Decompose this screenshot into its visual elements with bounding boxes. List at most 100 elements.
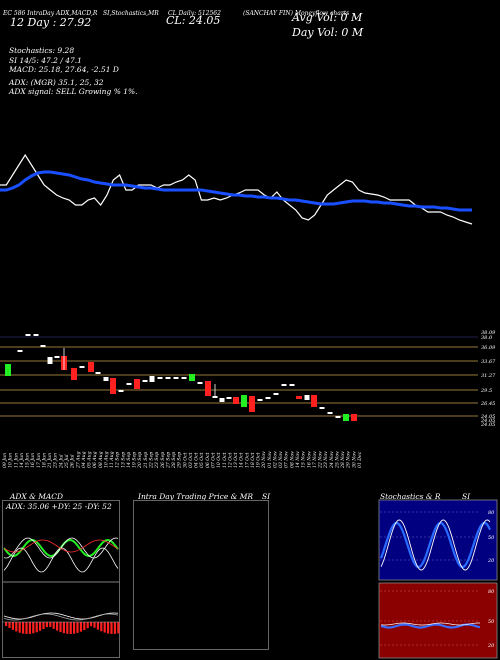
date-tick-label: 18 Oct bbox=[250, 452, 256, 468]
candle bbox=[197, 382, 203, 384]
date-tick-label: 28 Nov bbox=[340, 451, 346, 469]
macd-line bbox=[3, 612, 119, 620]
macd-bar bbox=[83, 622, 86, 631]
price-tick-label: 24.05 bbox=[480, 414, 495, 420]
date-tick-label: 12 Oct bbox=[227, 452, 233, 468]
candle bbox=[79, 366, 85, 368]
candle bbox=[5, 364, 11, 376]
macd-bar bbox=[76, 622, 79, 633]
macd-bar bbox=[25, 622, 28, 634]
candle bbox=[142, 380, 148, 382]
date-tick-label: 15 Nov bbox=[301, 451, 307, 468]
date-tick-label: 24 Nov bbox=[329, 451, 335, 469]
date-tick-label: 22 Nov bbox=[318, 451, 324, 469]
macd-bar bbox=[93, 622, 96, 628]
date-tick-label: 26 Sep bbox=[160, 452, 166, 469]
macd-readout: MACD: 25.18, 27.64, -2.51 D bbox=[9, 65, 119, 74]
macd-bar bbox=[42, 622, 45, 630]
macd-bar bbox=[18, 622, 21, 633]
candle bbox=[257, 399, 263, 401]
date-tick-label: 14 Nov bbox=[295, 451, 301, 468]
stochastics-readout: Stochastics: 9.28 bbox=[9, 46, 75, 55]
date-tick-label: 14 Sep bbox=[126, 452, 132, 468]
candle bbox=[71, 368, 77, 380]
date-tick-label: 25 Nov bbox=[335, 451, 341, 469]
date-tick-label: 23 Jun bbox=[53, 453, 59, 469]
macd-bar bbox=[100, 622, 103, 632]
date-tick-label: 25 Jul bbox=[64, 454, 70, 469]
header-day: 12 Day : 27.92 bbox=[10, 16, 92, 29]
date-tick-label: 20 Nov bbox=[261, 451, 267, 469]
date-tick-label: 20 Sep bbox=[137, 452, 143, 469]
stoch-level-label: 50 bbox=[488, 535, 495, 541]
date-tick-label: 05 Oct bbox=[199, 452, 205, 468]
macd-bar bbox=[117, 622, 120, 634]
date-tick-label: 30 Nov bbox=[351, 451, 357, 468]
candle bbox=[165, 377, 171, 379]
candle bbox=[88, 362, 94, 372]
candle bbox=[319, 407, 325, 409]
macd-bar bbox=[11, 622, 14, 630]
stoch-level-label: 20 bbox=[487, 558, 495, 564]
macd-bar bbox=[62, 622, 65, 634]
price-tick-label: 33.67 bbox=[481, 359, 496, 365]
intraday-title: Intra Day Trading Price & MR bbox=[138, 492, 254, 501]
candle bbox=[47, 357, 53, 364]
header-cl-small: CL Daily: 512562 bbox=[168, 10, 221, 17]
candle bbox=[118, 390, 124, 392]
si-readout: SI 14/5: 47.2 / 47.1 bbox=[9, 56, 82, 65]
candle bbox=[311, 395, 317, 407]
candle bbox=[95, 372, 101, 374]
macd-bar bbox=[103, 622, 106, 633]
date-tick-label: 13 Oct bbox=[233, 452, 239, 468]
stoch-panel-title: Stochastics & R bbox=[380, 492, 441, 501]
macd-bar bbox=[49, 622, 52, 627]
macd-bar bbox=[15, 622, 18, 632]
date-tick-label: 19 Oct bbox=[256, 452, 262, 468]
candle bbox=[351, 414, 357, 421]
candle bbox=[205, 381, 211, 396]
date-tick-label: 10 Aug bbox=[103, 451, 109, 468]
date-tick-label: 22 Sep bbox=[149, 452, 155, 469]
date-tick-label: 30 Oct bbox=[182, 452, 188, 468]
main-chart: 38.0938.036.0933.6731.2729.526.4524.0524… bbox=[0, 153, 496, 469]
date-tick-label: 04 Oct bbox=[194, 452, 200, 468]
candle bbox=[249, 396, 255, 412]
date-tick-label: 28 Sep bbox=[171, 452, 177, 469]
candle bbox=[181, 377, 187, 379]
stoch-d-line bbox=[380, 519, 491, 571]
stoch-si-label: SI bbox=[462, 492, 471, 501]
date-tick-label: 03 Oct bbox=[188, 452, 194, 468]
date-tick-label: 18 Jun bbox=[41, 453, 47, 468]
macd-bar bbox=[32, 622, 35, 634]
date-tick-label: 05 Aug bbox=[87, 451, 93, 468]
candle bbox=[233, 397, 239, 404]
minus-di-line bbox=[3, 547, 119, 573]
date-tick-label: 04 Aug bbox=[81, 451, 87, 468]
macd-bar bbox=[96, 622, 99, 630]
candle bbox=[219, 398, 225, 402]
macd-bar bbox=[59, 622, 62, 633]
stoch-panel bbox=[378, 499, 498, 581]
candle bbox=[189, 374, 195, 381]
date-tick-label: 19 Sep bbox=[132, 452, 138, 468]
macd-bar bbox=[8, 622, 11, 628]
date-tick-label: 26 Jul bbox=[70, 454, 76, 469]
candle bbox=[327, 412, 333, 414]
date-tick-label: 14 Oct bbox=[239, 452, 245, 468]
date-tick-label: 10 Oct bbox=[216, 452, 222, 468]
date-tick-label: 01 Nov bbox=[267, 451, 273, 468]
date-tick-label: 12 Sep bbox=[115, 452, 121, 468]
candle bbox=[54, 356, 60, 358]
date-tick-label: 13 Sep bbox=[120, 452, 126, 468]
adx-panel-readout: ADX: 35.06 +DY: 25 -DY: 52 bbox=[6, 502, 112, 511]
minus-di-red-line bbox=[3, 539, 119, 553]
date-tick-label: 23 Sep bbox=[154, 452, 160, 469]
date-tick-label: 27 Aug bbox=[75, 451, 81, 469]
header-left: EC 586 IntraDay ADX,MACD,R bbox=[3, 10, 98, 17]
rsi-signal-line bbox=[380, 622, 480, 626]
macd-bar bbox=[39, 622, 42, 631]
macd-bar bbox=[5, 622, 8, 626]
date-tick-label: 01 Dec bbox=[357, 451, 363, 468]
